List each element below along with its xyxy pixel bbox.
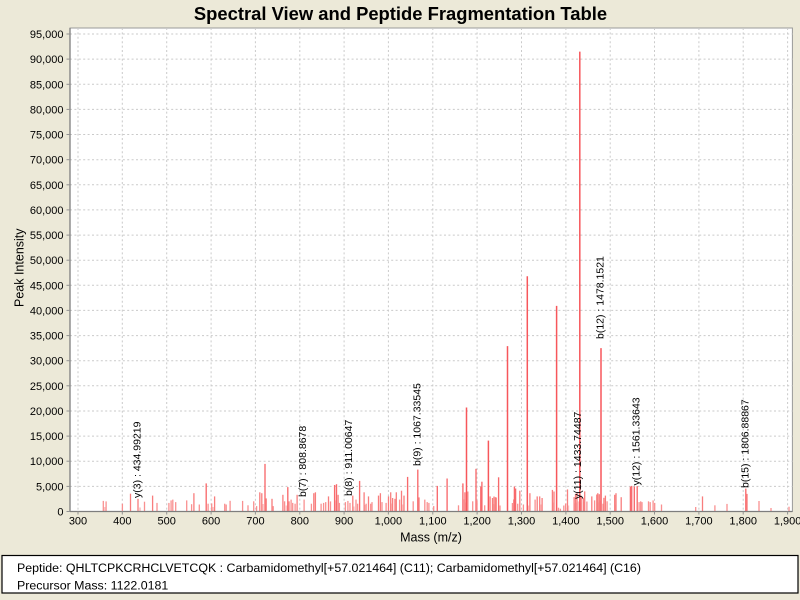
- svg-text:95,000: 95,000: [30, 29, 64, 41]
- svg-text:35,000: 35,000: [30, 331, 64, 343]
- svg-text:40,000: 40,000: [30, 305, 64, 317]
- svg-text:15,000: 15,000: [30, 431, 64, 443]
- svg-text:1,000: 1,000: [375, 516, 403, 528]
- svg-text:400: 400: [113, 516, 131, 528]
- svg-text:20,000: 20,000: [30, 406, 64, 418]
- svg-text:Spectral View and Peptide Frag: Spectral View and Peptide Fragmentation …: [194, 3, 607, 24]
- svg-text:y(3) : 434.99219: y(3) : 434.99219: [131, 421, 143, 498]
- svg-text:90,000: 90,000: [30, 54, 64, 66]
- svg-text:80,000: 80,000: [30, 104, 64, 116]
- svg-text:25,000: 25,000: [30, 381, 64, 393]
- svg-text:y(12) : 1561.33643: y(12) : 1561.33643: [631, 397, 643, 485]
- svg-text:75,000: 75,000: [30, 130, 64, 142]
- svg-text:Peptide: QHLTCPKCRHCLVETCQK :: Peptide: QHLTCPKCRHCLVETCQK : Carbamidom…: [17, 561, 641, 575]
- svg-text:0: 0: [57, 507, 63, 519]
- svg-text:b(8) : 911.00647: b(8) : 911.00647: [343, 420, 355, 496]
- svg-text:50,000: 50,000: [30, 255, 64, 267]
- svg-text:500: 500: [158, 516, 176, 528]
- svg-text:1,500: 1,500: [596, 516, 624, 528]
- svg-text:1,700: 1,700: [685, 516, 713, 528]
- svg-text:Peak Intensity: Peak Intensity: [13, 228, 27, 307]
- svg-text:30,000: 30,000: [30, 356, 64, 368]
- svg-text:1,600: 1,600: [641, 516, 669, 528]
- svg-text:85,000: 85,000: [30, 79, 64, 91]
- svg-text:700: 700: [246, 516, 264, 528]
- svg-text:800: 800: [291, 516, 309, 528]
- svg-text:Precursor Mass: 1122.0181: Precursor Mass: 1122.0181: [17, 579, 168, 593]
- svg-text:1,800: 1,800: [729, 516, 757, 528]
- svg-text:600: 600: [202, 516, 220, 528]
- svg-text:1,100: 1,100: [419, 516, 447, 528]
- svg-text:45,000: 45,000: [30, 280, 64, 292]
- svg-text:5,000: 5,000: [36, 481, 64, 493]
- svg-text:900: 900: [335, 516, 353, 528]
- svg-text:65,000: 65,000: [30, 180, 64, 192]
- svg-text:b(9) : 1067.33545: b(9) : 1067.33545: [412, 383, 424, 466]
- svg-text:b(15) : 1806.88867: b(15) : 1806.88867: [740, 399, 752, 488]
- svg-text:70,000: 70,000: [30, 155, 64, 167]
- svg-text:60,000: 60,000: [30, 205, 64, 217]
- svg-text:y(11) : 1433.74487: y(11) : 1433.74487: [572, 411, 584, 499]
- svg-text:b(12) : 1478.1521: b(12) : 1478.1521: [595, 256, 607, 339]
- svg-text:b(7) : 808.8678: b(7) : 808.8678: [297, 426, 309, 497]
- svg-text:1,400: 1,400: [552, 516, 580, 528]
- svg-text:Mass (m/z): Mass (m/z): [400, 531, 462, 545]
- svg-text:1,900: 1,900: [774, 516, 800, 528]
- svg-text:1,200: 1,200: [463, 516, 491, 528]
- svg-text:55,000: 55,000: [30, 230, 64, 242]
- svg-text:10,000: 10,000: [30, 456, 64, 468]
- svg-text:1,300: 1,300: [508, 516, 536, 528]
- svg-text:300: 300: [69, 516, 87, 528]
